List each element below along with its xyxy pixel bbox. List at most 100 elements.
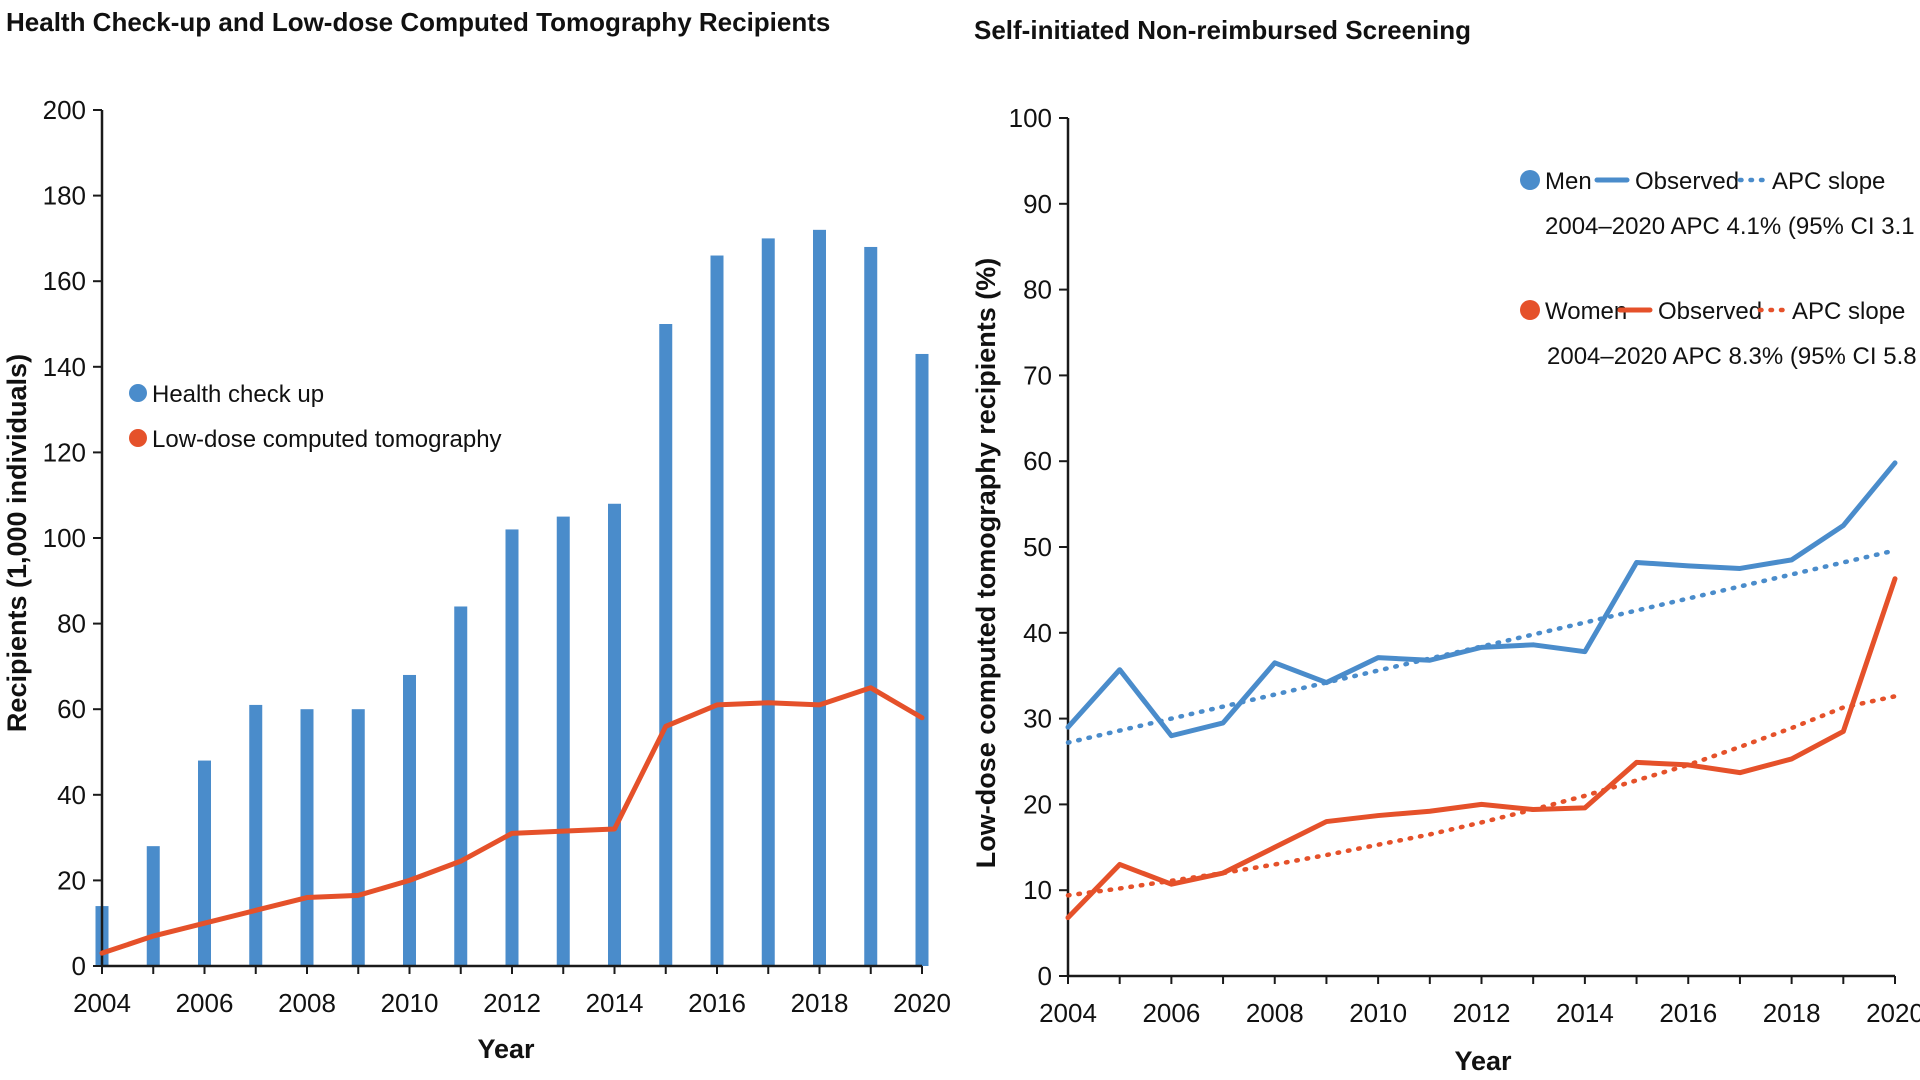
point-men-observed-2004 — [1066, 725, 1070, 730]
legend-men-apc-text: 2004–2020 APC 4.1% (95% CI 3.1 to 5.2) — [1545, 213, 1920, 240]
bar-health-check-up-2015 — [659, 324, 673, 966]
left-x-tick-label: 2006 — [176, 988, 234, 1018]
left-y-tick-label: 20 — [57, 865, 86, 895]
left-x-tick-label: 2016 — [688, 988, 746, 1018]
point-low-dose-ct-2019 — [868, 685, 873, 690]
right-x-axis-label: Year — [1454, 1046, 1512, 1076]
left-x-tick-label: 2004 — [73, 988, 131, 1018]
right-x-tick-label: 2004 — [1039, 998, 1097, 1028]
legend-men-label: Men — [1545, 168, 1592, 195]
point-women-observed-2014 — [1582, 805, 1587, 810]
line-women-apc-slope — [1065, 694, 1898, 898]
point-low-dose-ct-2014 — [612, 827, 617, 832]
point-women-observed-2004 — [1066, 915, 1070, 920]
point-men-observed-2010 — [1376, 655, 1381, 660]
left-y-tick-label: 60 — [57, 694, 86, 724]
left-y-tick-label: 0 — [72, 951, 86, 981]
right-chart-title: Self-initiated Non-reimbursed Screening — [974, 15, 1471, 45]
left-x-tick-label: 2018 — [791, 988, 849, 1018]
point-women-observed-2010 — [1376, 813, 1381, 818]
legend-men-slope-label: APC slope — [1772, 168, 1885, 195]
right-x-tick-label: 2012 — [1453, 998, 1511, 1028]
right-x-tick-label: 2008 — [1246, 998, 1304, 1028]
point-low-dose-ct-2015 — [663, 724, 668, 729]
right-x-tick-label: 2016 — [1659, 998, 1717, 1028]
left-y-tick-label: 160 — [43, 266, 86, 296]
right-y-axis-label: Low-dose computed tomography recipients … — [971, 258, 1001, 869]
left-x-tick-label: 2008 — [278, 988, 336, 1018]
bar-health-check-up-2010 — [403, 674, 416, 966]
legend-health-check-up-marker — [129, 384, 147, 402]
point-men-observed-2006 — [1169, 733, 1174, 738]
point-low-dose-ct-2009 — [356, 893, 361, 898]
bar-health-check-up-2014 — [608, 503, 621, 966]
right-y-tick-label: 40 — [1023, 618, 1052, 648]
point-women-observed-2011 — [1427, 809, 1432, 814]
legend-men-marker — [1520, 170, 1540, 190]
bar-health-check-up-2009 — [351, 709, 365, 966]
bar-health-check-up-2006 — [198, 760, 211, 966]
point-women-observed-2019 — [1841, 729, 1846, 734]
point-women-observed-2006 — [1169, 882, 1174, 887]
bar-health-check-up-2016 — [710, 255, 724, 966]
point-men-observed-2016 — [1686, 563, 1691, 568]
right-y-tick-label: 0 — [1038, 961, 1052, 991]
point-low-dose-ct-2004 — [100, 951, 104, 956]
right-y-tick-label: 10 — [1023, 875, 1052, 905]
right-y-tick-label: 60 — [1023, 446, 1052, 476]
legend-women-apc-text: 2004–2020 APC 8.3% (95% CI 5.8 to 11.0) — [1547, 343, 1920, 370]
point-men-observed-2019 — [1841, 523, 1846, 528]
left-x-tick-label: 2014 — [586, 988, 644, 1018]
point-men-observed-2015 — [1634, 560, 1639, 565]
left-x-tick-label: 2012 — [483, 988, 541, 1018]
point-women-observed-2009 — [1324, 819, 1329, 824]
legend-health-check-up-label: Health check up — [152, 381, 324, 408]
right-x-tick-label: 2018 — [1763, 998, 1821, 1028]
bar-health-check-up-2013 — [556, 516, 570, 966]
point-low-dose-ct-2020 — [920, 715, 924, 720]
right-x-tick-label: 2020 — [1866, 998, 1920, 1028]
legend-low-dose-ct-label: Low-dose computed tomography — [152, 426, 502, 453]
legend-women-slope-label: APC slope — [1792, 298, 1905, 325]
left-y-tick-label: 80 — [57, 609, 86, 639]
point-men-observed-2007 — [1221, 720, 1226, 725]
left-y-tick-label: 120 — [43, 437, 86, 467]
point-low-dose-ct-2018 — [817, 702, 822, 707]
point-low-dose-ct-2011 — [458, 859, 463, 864]
right-y-tick-label: 20 — [1023, 789, 1052, 819]
bar-health-check-up-2011 — [454, 606, 468, 966]
point-low-dose-ct-2016 — [715, 702, 719, 707]
point-men-observed-2017 — [1737, 566, 1742, 571]
point-low-dose-ct-2007 — [253, 908, 258, 913]
bar-health-check-up-2005 — [146, 846, 160, 966]
point-women-observed-2017 — [1737, 770, 1742, 775]
left-y-axis-label: Recipients (1,000 individuals) — [2, 354, 32, 732]
line-women-observed — [1065, 576, 1898, 921]
point-men-observed-2008 — [1272, 660, 1277, 665]
point-low-dose-ct-2006 — [202, 921, 207, 926]
point-men-observed-2020 — [1893, 460, 1897, 465]
bar-health-check-up-2017 — [761, 238, 775, 966]
point-women-observed-2005 — [1117, 862, 1122, 867]
legend-low-dose-ct-marker — [129, 429, 147, 447]
point-low-dose-ct-2010 — [407, 878, 412, 883]
point-women-observed-2018 — [1789, 756, 1794, 761]
line-men-observed — [1065, 460, 1898, 739]
legend-women-label: Women — [1545, 298, 1627, 325]
right-x-tick-label: 2010 — [1349, 998, 1407, 1028]
point-men-observed-2005 — [1117, 667, 1122, 672]
right-y-tick-label: 30 — [1023, 704, 1052, 734]
left-x-tick-label: 2010 — [381, 988, 439, 1018]
bar-health-check-up-2020 — [915, 353, 929, 967]
left-x-tick-label: 2020 — [893, 988, 951, 1018]
bar-health-check-up-2007 — [249, 704, 263, 966]
right-x-tick-label: 2006 — [1142, 998, 1200, 1028]
point-women-observed-2012 — [1479, 802, 1484, 807]
point-low-dose-ct-2013 — [561, 829, 566, 834]
legend-men-observed-label: Observed — [1635, 168, 1739, 195]
left-y-tick-label: 100 — [43, 523, 86, 553]
point-men-observed-2013 — [1531, 642, 1536, 647]
bar-health-check-up-2018 — [813, 229, 826, 967]
left-chart-title: Health Check-up and Low-dose Computed To… — [6, 7, 830, 37]
point-low-dose-ct-2012 — [510, 831, 514, 836]
